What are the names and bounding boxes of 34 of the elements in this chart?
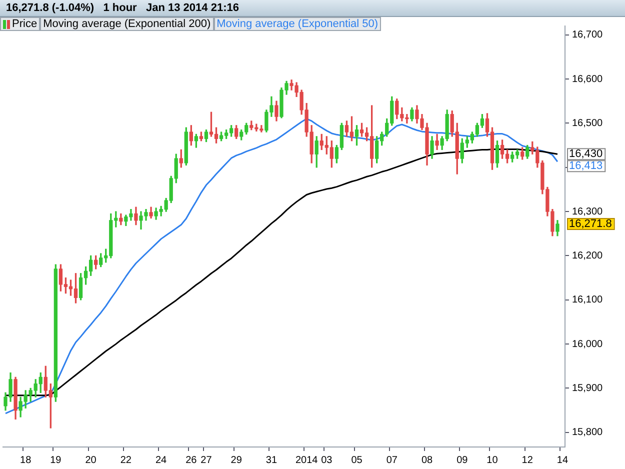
x-tick-label: 19 [50,454,62,466]
y-tick-label: 15,900 [572,382,604,394]
y-tick-label: 16,000 [572,338,604,350]
x-tick-label: 10 [486,454,498,466]
x-tick-label: 07 [386,454,398,466]
text: 16,271.8 [569,218,612,230]
x-tick-label: 29 [230,454,242,466]
x-tick-label: 24 [156,454,168,466]
y-tick-label: 16,300 [572,206,604,218]
chart-title: 16,271.8 (-1.04%) 1 hour Jan 13 2014 21:16 [0,0,625,17]
y-tick-label: 16,600 [572,74,604,85]
text: 16,413 [569,160,603,172]
y-tick-label: 16,200 [572,250,604,262]
x-tick-label: 20 [85,454,97,466]
x-tick-label: 09 [456,454,468,466]
y-tick-label: 16,700 [572,30,604,41]
text: Moving average (Exponential 50) [216,18,378,30]
legend-label: Price [12,18,38,30]
x-tick-label: 27 [200,454,212,466]
x-tick-label: 2014 [295,454,318,466]
x-tick-label: 14 [556,454,568,466]
y-tick-label: 15,800 [572,427,604,438]
y-tick-label: 16,500 [572,118,604,129]
x-tick-label: 05 [351,454,363,466]
text: 16,430 [569,148,603,160]
x-tick-label: 18 [20,454,32,466]
x-tick-label: 03 [321,454,333,466]
x-tick-label: 31 [266,454,278,466]
text: Moving average (Exponential 200) [43,18,211,30]
x-tick-label: 08 [421,454,434,466]
x-tick-label: 12 [522,454,534,466]
x-tick-label: 26 [186,454,198,466]
x-tick-label: 22 [120,454,132,466]
y-tick-label: 16,100 [572,294,604,306]
